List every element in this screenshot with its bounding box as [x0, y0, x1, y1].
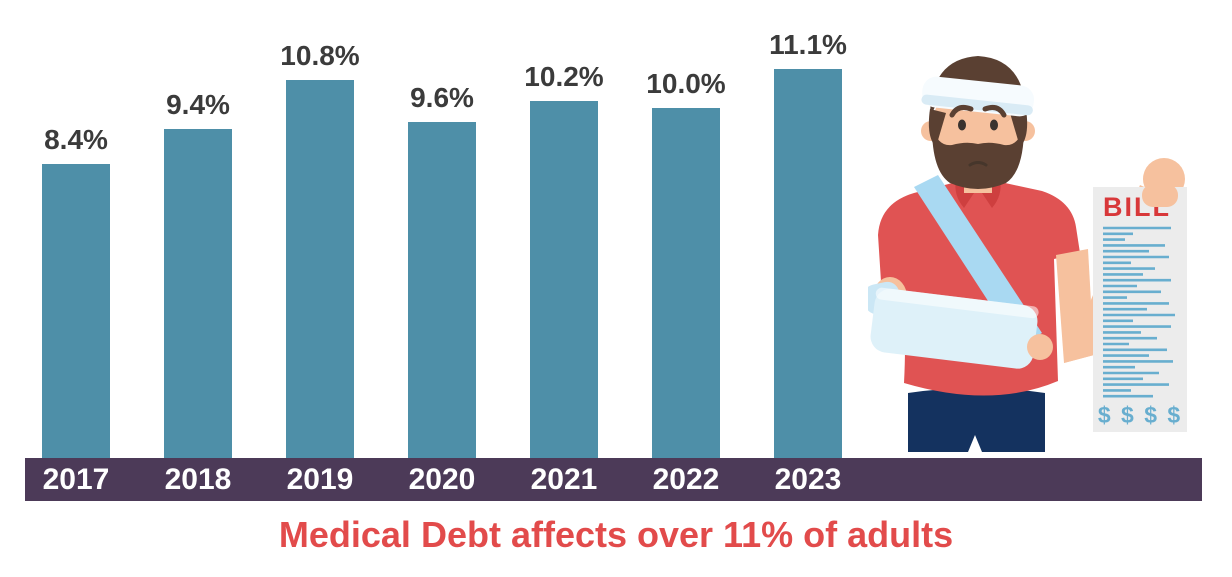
bar-2022: 10.0%: [646, 68, 726, 458]
bill-footer-dollars: $ $ $ $: [1098, 402, 1182, 428]
bar-value-label-2020: 9.6%: [410, 82, 474, 113]
bar-2017: 8.4%: [42, 124, 110, 458]
year-label-2023: 2023: [774, 463, 842, 496]
year-label-2017: 2017: [42, 463, 110, 496]
bar-2018: 9.4%: [164, 89, 232, 458]
left-eye: [958, 119, 966, 131]
bill-text-lines: [1103, 226, 1175, 398]
bar-2019: 10.8%: [280, 40, 360, 458]
bar-value-label-2022: 10.0%: [646, 68, 726, 99]
arm-sling-pouch: [870, 287, 1039, 369]
fingers-over-bill: [1142, 184, 1178, 207]
mouth: [968, 161, 988, 167]
year-label-2020: 2020: [408, 463, 476, 496]
bar-value-label-2023: 11.1%: [769, 29, 847, 60]
x-axis-band: 2017 2018 2019 2020 2021 2022 2023: [25, 458, 1202, 501]
right-eyebrow: [982, 105, 1007, 118]
year-label-2022: 2022: [652, 463, 720, 496]
bar-value-label-2018: 9.4%: [166, 89, 230, 120]
bar-value-label-2021: 10.2%: [524, 61, 604, 92]
year-label-2018: 2018: [164, 463, 232, 496]
bar-2020: 9.6%: [408, 82, 476, 458]
chart-caption: Medical Debt affects over 11% of adults: [278, 514, 954, 555]
medical-bill: BILL $ $ $ $: [1093, 187, 1187, 432]
slung-hand-skin: [1027, 334, 1053, 360]
hair: [929, 56, 1027, 123]
bar-value-label-2017: 8.4%: [44, 124, 108, 155]
head-bandage: [921, 76, 1034, 117]
bar-value-label-2019: 10.8%: [280, 40, 360, 71]
head: [921, 56, 1035, 193]
left-eyebrow: [949, 105, 974, 118]
beard: [932, 127, 1024, 189]
year-label-2019: 2019: [286, 463, 354, 496]
bar-2023: 11.1%: [769, 29, 847, 458]
bar-2021: 10.2%: [524, 61, 604, 458]
pants: [908, 388, 1045, 452]
year-label-2021: 2021: [530, 463, 598, 496]
injured-man-illustration: BILL $ $ $ $: [868, 56, 1187, 452]
right-eye: [990, 119, 998, 131]
